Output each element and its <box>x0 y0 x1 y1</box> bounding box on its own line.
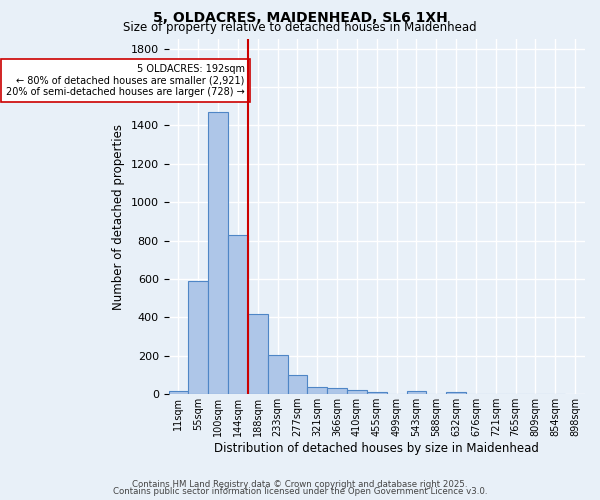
Bar <box>208 112 228 394</box>
Text: 5 OLDACRES: 192sqm
← 80% of detached houses are smaller (2,921)
20% of semi-deta: 5 OLDACRES: 192sqm ← 80% of detached hou… <box>6 64 245 97</box>
Text: Contains HM Land Registry data © Crown copyright and database right 2025.: Contains HM Land Registry data © Crown c… <box>132 480 468 489</box>
Bar <box>228 235 248 394</box>
Bar <box>169 392 188 394</box>
Bar <box>347 390 367 394</box>
Y-axis label: Number of detached properties: Number of detached properties <box>112 124 125 310</box>
Bar <box>367 392 386 394</box>
Bar <box>446 392 466 394</box>
Bar <box>407 392 427 394</box>
Bar <box>287 375 307 394</box>
Text: Contains public sector information licensed under the Open Government Licence v3: Contains public sector information licen… <box>113 487 487 496</box>
Bar <box>327 388 347 394</box>
Bar <box>268 355 287 394</box>
Bar <box>188 281 208 394</box>
Bar <box>307 387 327 394</box>
Text: 5, OLDACRES, MAIDENHEAD, SL6 1XH: 5, OLDACRES, MAIDENHEAD, SL6 1XH <box>152 11 448 25</box>
X-axis label: Distribution of detached houses by size in Maidenhead: Distribution of detached houses by size … <box>214 442 539 455</box>
Bar <box>248 314 268 394</box>
Text: Size of property relative to detached houses in Maidenhead: Size of property relative to detached ho… <box>123 22 477 35</box>
